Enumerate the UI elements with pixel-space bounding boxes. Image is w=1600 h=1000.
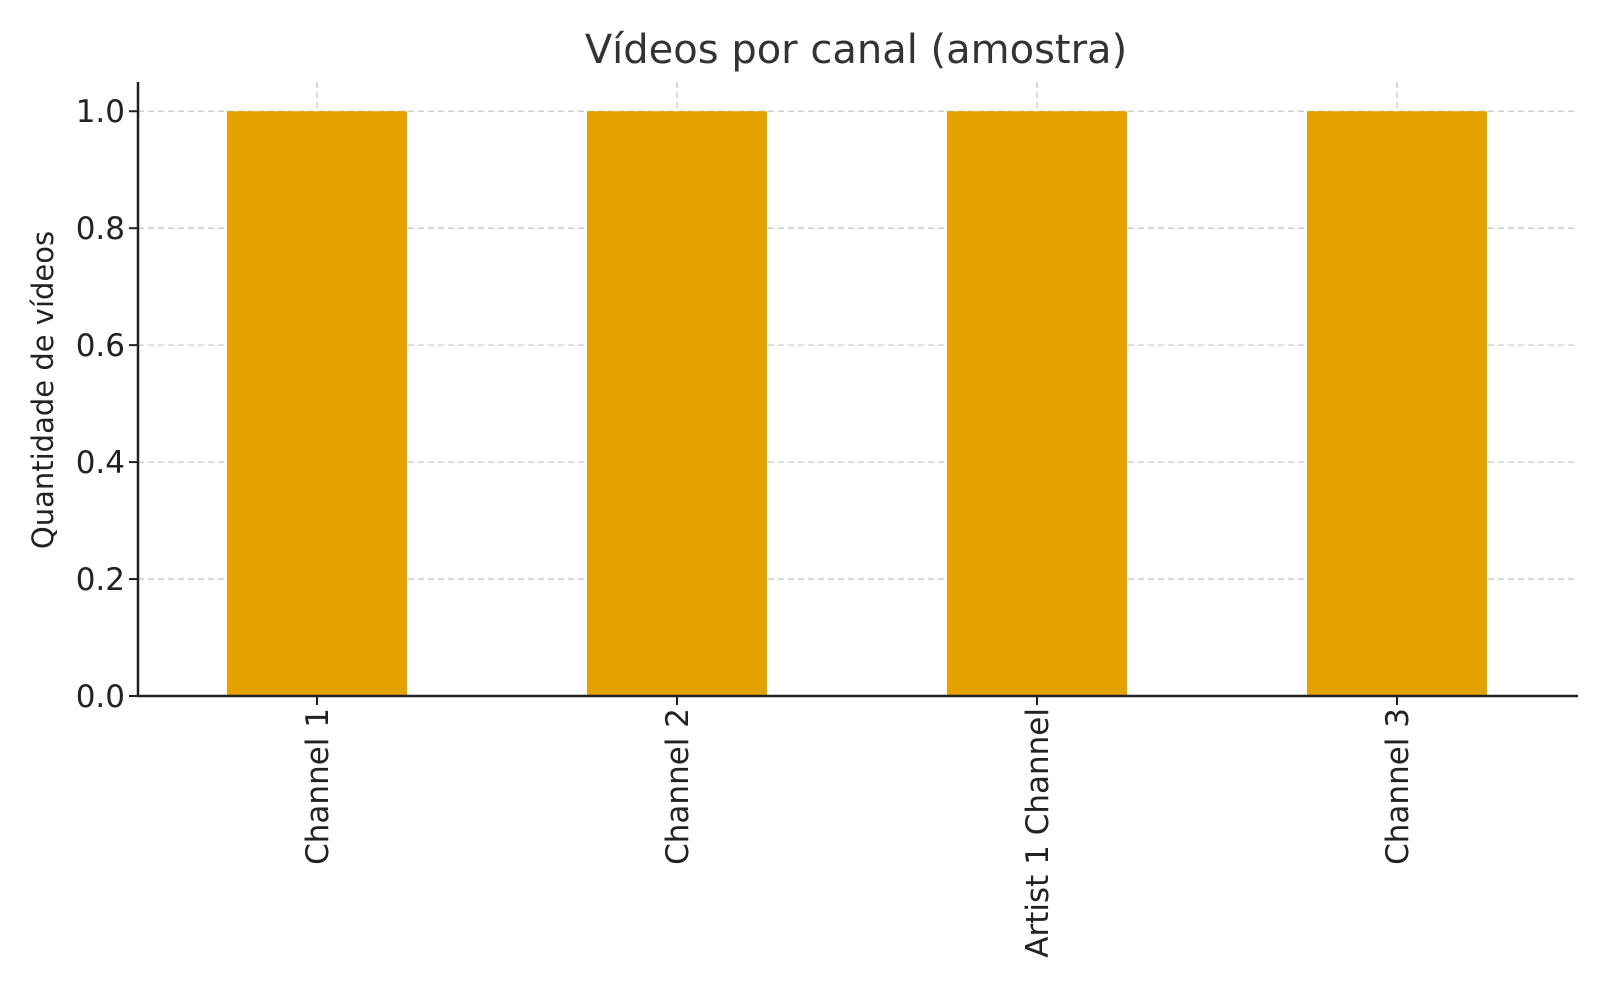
x-tick-label: Artist 1 Channel xyxy=(1020,708,1056,958)
y-axis-label: Quantidade de vídeos xyxy=(26,231,60,549)
bars-layer xyxy=(227,111,1487,696)
y-tick-label: 0.4 xyxy=(76,445,125,481)
x-tick-label: Channel 2 xyxy=(660,708,696,865)
chart-title: Vídeos por canal (amostra) xyxy=(585,27,1127,73)
bar[interactable] xyxy=(587,111,767,696)
ticks-layer: 0.0 0.2 0.4 0.6 0.8 1.0 Channel 1 Channel 2 Arti… xyxy=(76,94,1416,957)
y-tick-label: 1.0 xyxy=(76,94,125,130)
y-tick-label: 0.0 xyxy=(76,679,125,715)
x-tick-label: Channel 3 xyxy=(1380,708,1416,865)
axes-layer xyxy=(136,82,1578,698)
bar[interactable] xyxy=(227,111,407,696)
y-tick-label: 0.2 xyxy=(76,562,125,598)
y-tick-label: 0.6 xyxy=(76,328,125,364)
bar[interactable] xyxy=(947,111,1127,696)
bar[interactable] xyxy=(1307,111,1487,696)
x-tick-label: Channel 1 xyxy=(300,708,336,865)
y-tick-label: 0.8 xyxy=(76,211,125,247)
